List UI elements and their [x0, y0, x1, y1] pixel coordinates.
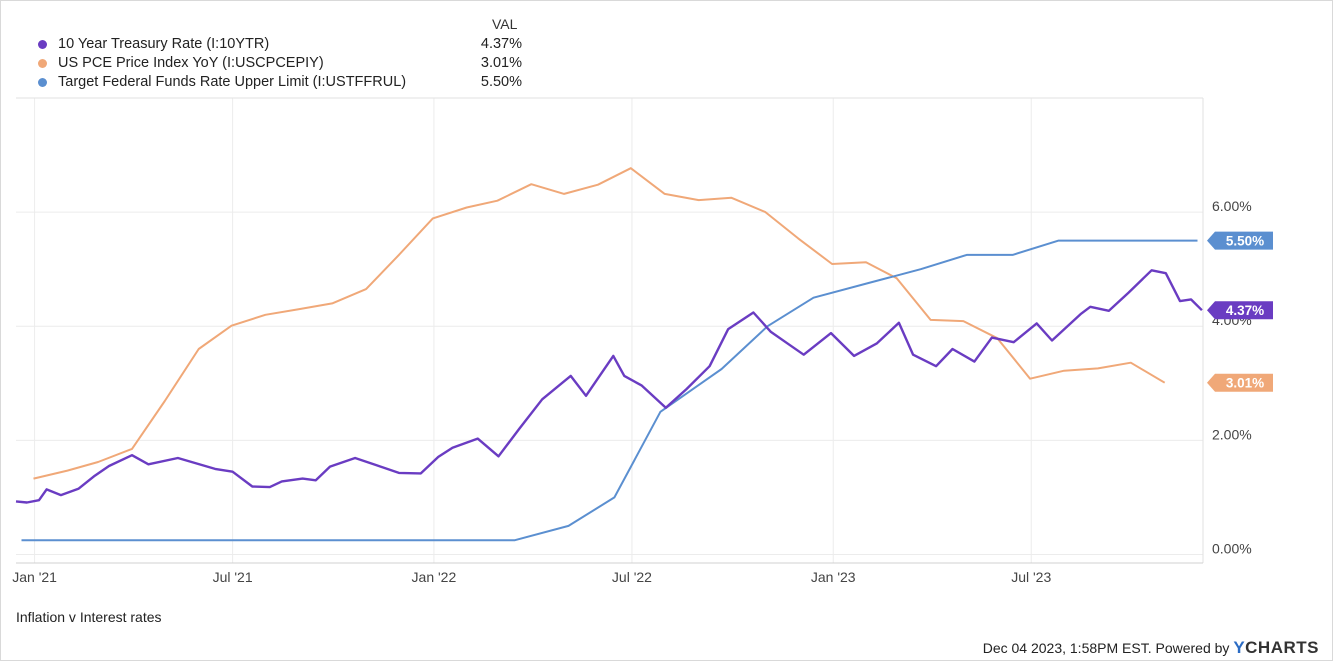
y-tick-label: 2.00%	[1212, 426, 1252, 442]
line-chart: Jan '21 Jul '21 Jan '22 Jul '22 Jan '23 Jul '…	[12, 97, 1273, 585]
x-tick-label: Jul '23	[1011, 569, 1051, 585]
legend-item-value: 4.37%	[480, 36, 522, 52]
legend-item-name: 10 Year Treasury Rate (I:10YTR)	[58, 36, 270, 52]
end-value-label: 5.50%	[1226, 234, 1264, 249]
ycharts-logo-text: CHARTS	[1245, 638, 1319, 657]
x-tick-label: Jan '22	[412, 569, 457, 585]
legend: VAL 10 Year Treasury Rate (I:10YTR) 4.37…	[0, 0, 560, 100]
series-dot-icon	[38, 40, 47, 49]
y-tick-label: 0.00%	[1212, 540, 1252, 556]
legend-item-10y-treasury[interactable]: 10 Year Treasury Rate (I:10YTR) 4.37%	[38, 36, 538, 54]
chart-caption: Inflation v Interest rates	[16, 609, 162, 625]
footer-attribution: Dec 04 2023, 1:58PM EST. Powered by YCHA…	[983, 638, 1319, 658]
legend-value-header: VAL	[492, 16, 518, 32]
legend-item-value: 5.50%	[480, 74, 522, 90]
x-tick-label: Jul '22	[612, 569, 652, 585]
series-line	[21, 239, 1198, 542]
series-dot-icon	[38, 78, 47, 87]
series-dot-icon	[38, 59, 47, 68]
legend-item-value: 3.01%	[480, 55, 522, 71]
legend-item-name: Target Federal Funds Rate Upper Limit (I…	[58, 74, 407, 90]
end-value-tag	[1207, 373, 1273, 392]
ycharts-logo[interactable]: YCHARTS	[1233, 638, 1319, 657]
legend-item-pce-yoy[interactable]: US PCE Price Index YoY (I:USCPCEPIY) 3.0…	[38, 55, 538, 73]
x-tick-label: Jan '21	[12, 569, 57, 585]
x-tick-label: Jan '23	[811, 569, 856, 585]
ycharts-logo-y: Y	[1233, 638, 1246, 657]
end-value-label: 4.37%	[1226, 303, 1264, 318]
end-value-label: 3.01%	[1226, 376, 1264, 391]
y-tick-label: 6.00%	[1212, 198, 1252, 214]
end-value-tag	[1207, 301, 1273, 320]
legend-item-fed-funds[interactable]: Target Federal Funds Rate Upper Limit (I…	[38, 74, 538, 92]
end-value-tag	[1207, 231, 1273, 250]
footer-timestamp: Dec 04 2023, 1:58PM EST. Powered by	[982, 640, 1234, 656]
series-line	[15, 269, 1203, 504]
series-line	[33, 167, 1166, 480]
legend-item-name: US PCE Price Index YoY (I:USCPCEPIY)	[58, 55, 324, 71]
x-tick-label: Jul '21	[213, 569, 253, 585]
